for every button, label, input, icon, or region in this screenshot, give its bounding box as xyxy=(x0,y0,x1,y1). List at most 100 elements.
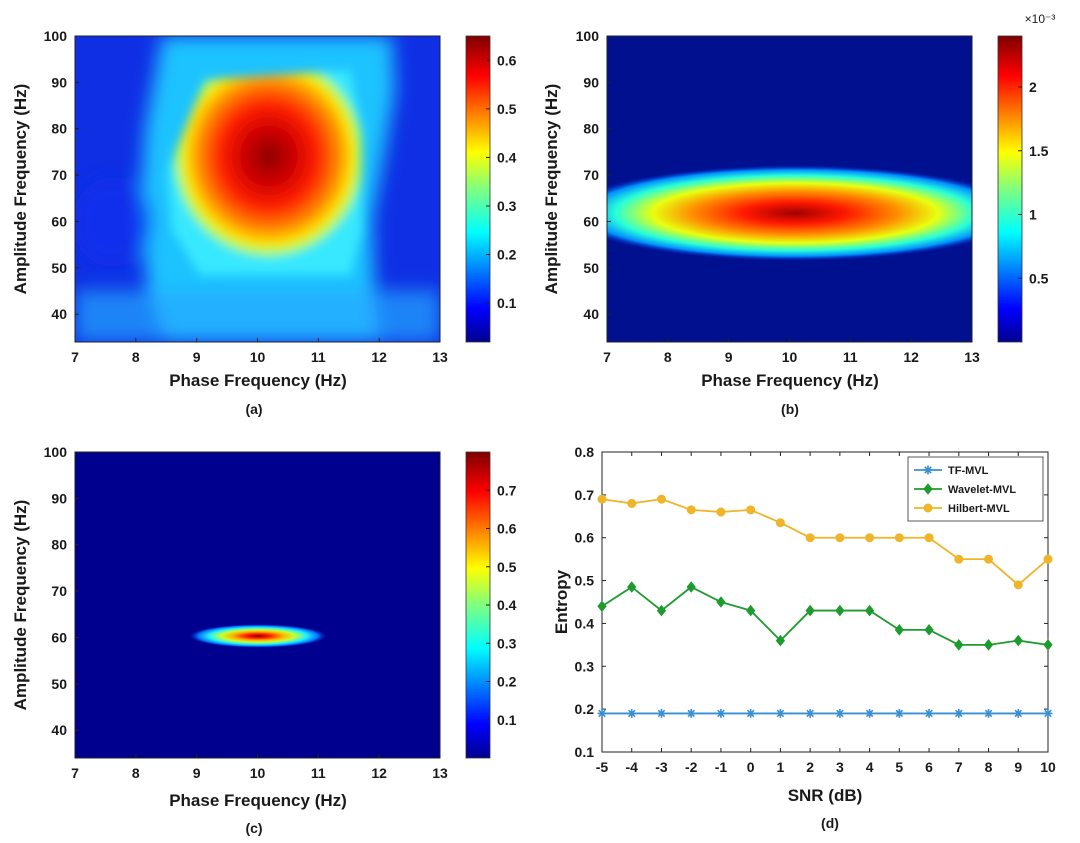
y-tick-label: 0.4 xyxy=(575,615,595,631)
data-point xyxy=(686,581,696,593)
y-tick-label: 40 xyxy=(51,722,67,738)
colorbar-tick-label: 0.5 xyxy=(1029,270,1049,286)
colorbar-tick-label: 1.5 xyxy=(1029,143,1049,159)
x-tick-label: 8 xyxy=(132,765,140,781)
colorbar-tick-label: 0.4 xyxy=(497,597,517,613)
data-point xyxy=(627,581,637,593)
y-tick-label: 50 xyxy=(51,676,67,692)
data-point xyxy=(716,507,726,517)
x-tick-label: 12 xyxy=(371,349,387,365)
data-point xyxy=(1013,634,1023,647)
colorbar-tick-label: 0.6 xyxy=(497,52,517,68)
panel-c: 7 8 9 10 11 12 13 40 50 60 70 80 90 100 Phase Freque… xyxy=(11,444,517,836)
data-point xyxy=(894,708,904,718)
x-axis-label-c: Phase Frequency (Hz) xyxy=(169,791,347,810)
x-tick-label: 12 xyxy=(371,765,387,781)
data-point xyxy=(805,604,815,617)
data-point xyxy=(1013,580,1023,590)
data-point xyxy=(864,604,875,617)
y-tick-label: 70 xyxy=(51,583,67,599)
x-axis-label-a: Phase Frequency (Hz) xyxy=(169,371,347,390)
y-tick-label: 90 xyxy=(51,490,67,506)
x-tick-label: 10 xyxy=(782,349,798,365)
data-point xyxy=(597,708,607,718)
y-axis-label-c: Amplitude Frequency (Hz) xyxy=(11,500,30,711)
data-point xyxy=(894,624,904,636)
x-tick-labels-d: -5 -4 -3 -2 -1 0 1 2 3 4 5 6 7 8 9 10 xyxy=(596,452,1056,775)
y-tick-label: 50 xyxy=(583,260,599,276)
x-tick-label: 2 xyxy=(806,759,814,775)
x-tick-label: 10 xyxy=(1040,759,1056,775)
y-tick-label: 80 xyxy=(51,121,67,137)
y-axis-label-a: Amplitude Frequency (Hz) xyxy=(11,84,30,295)
data-point xyxy=(924,533,934,543)
x-tick-label: 7 xyxy=(603,349,611,365)
data-point xyxy=(1043,708,1053,718)
y-tick-label: 0.6 xyxy=(575,530,595,546)
x-axis-label-b: Phase Frequency (Hz) xyxy=(701,371,879,390)
heatmap-c xyxy=(75,452,440,758)
x-tick-label: 4 xyxy=(866,759,874,775)
y-tick-labels-c: 40 50 60 70 80 90 100 xyxy=(44,444,79,738)
data-point xyxy=(835,604,845,617)
data-point xyxy=(894,533,904,543)
x-tick-label: 8 xyxy=(132,349,140,365)
data-point xyxy=(865,708,875,718)
colorbar-tick-label: 0.6 xyxy=(497,521,517,537)
x-tick-label: 9 xyxy=(1014,759,1022,775)
y-tick-label: 70 xyxy=(51,167,67,183)
y-tick-label: 40 xyxy=(51,306,67,322)
x-tick-labels-b: 7 8 9 10 11 12 13 xyxy=(603,338,980,365)
x-tick-label: 1 xyxy=(777,759,785,775)
x-tick-label: 3 xyxy=(836,759,844,775)
data-point xyxy=(627,498,637,508)
data-point xyxy=(835,533,845,543)
y-tick-label: 0.5 xyxy=(575,573,595,589)
data-point xyxy=(1043,554,1053,564)
colorbar-ticks-c: 0.1 0.2 0.3 0.4 0.5 0.6 0.7 xyxy=(486,482,517,728)
data-point xyxy=(656,604,667,617)
x-tick-label: 7 xyxy=(71,349,79,365)
x-tick-label: 13 xyxy=(964,349,980,365)
y-tick-label: 80 xyxy=(51,537,67,553)
x-tick-label: -5 xyxy=(596,759,609,775)
data-point xyxy=(984,554,994,564)
colorbar-tick-label: 0.5 xyxy=(497,559,517,575)
panel-caption-a: (a) xyxy=(245,401,262,417)
y-tick-label: 90 xyxy=(51,74,67,90)
colorbar-ticks-b: 0.5 1 1.5 2 xyxy=(1018,79,1049,286)
y-tick-label: 0.1 xyxy=(575,744,595,760)
legend-marker xyxy=(923,503,933,513)
data-point xyxy=(983,639,994,651)
x-axis-label-d: SNR (dB) xyxy=(788,786,863,805)
data-point xyxy=(1043,639,1053,651)
colorbar-tick-label: 0.3 xyxy=(497,198,517,214)
colorbar-tick-label: 0.3 xyxy=(497,635,517,651)
data-point xyxy=(954,639,964,651)
colorbar-tick-label: 2 xyxy=(1029,79,1037,95)
data-point xyxy=(775,518,785,528)
x-tick-label: 13 xyxy=(432,349,448,365)
legend-d: TF-MVL Wavelet-MVL Hilbert-MVL xyxy=(907,456,1044,522)
x-tick-label: 8 xyxy=(985,759,993,775)
legend-label: Wavelet-MVL xyxy=(948,484,1016,496)
series-hilbert-mvl xyxy=(597,494,1053,590)
x-tick-labels-a: 7 8 9 10 11 12 13 xyxy=(71,338,448,365)
y-tick-label: 100 xyxy=(576,28,600,44)
data-point xyxy=(746,604,756,617)
colorbar-tick-label: 0.7 xyxy=(497,482,517,498)
y-tick-label: 0.7 xyxy=(575,487,595,503)
data-point xyxy=(924,624,934,636)
colorbar-tick-label: 0.5 xyxy=(497,101,517,117)
panel-d: -5 -4 -3 -2 -1 0 1 2 3 4 5 6 7 8 9 10 0.10.20.30.40.50.… xyxy=(552,444,1056,831)
x-tick-label: 8 xyxy=(664,349,672,365)
data-point xyxy=(835,708,845,718)
heatmap-b xyxy=(607,36,972,342)
x-tick-label: 5 xyxy=(895,759,903,775)
y-tick-label: 0.3 xyxy=(575,658,595,674)
data-point xyxy=(746,708,756,718)
y-tick-label: 0.8 xyxy=(575,444,595,460)
series-lines-d xyxy=(597,494,1053,718)
